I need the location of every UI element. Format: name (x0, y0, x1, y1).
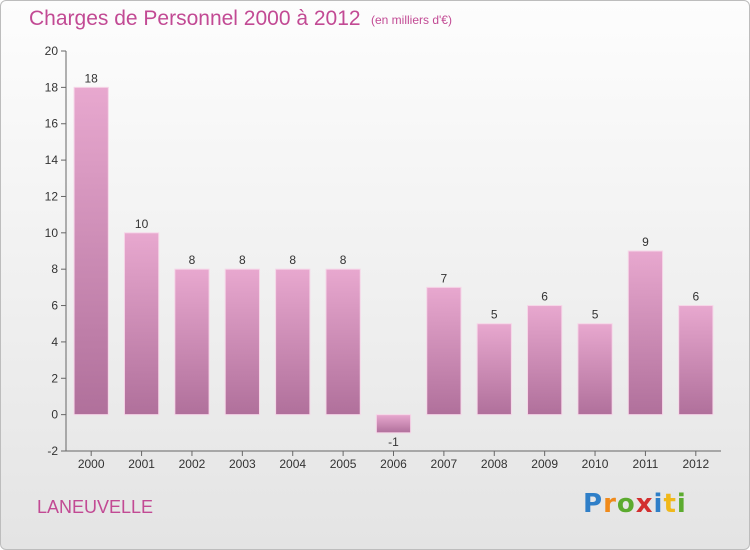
bar (224, 268, 260, 416)
y-tick-label: 2 (51, 371, 58, 385)
data-label: 8 (289, 253, 296, 267)
x-tick-label: 2009 (531, 457, 558, 471)
x-tick-label: 2002 (179, 457, 206, 471)
y-tick-label: -2 (47, 444, 58, 458)
chart-subtitle: (en milliers d'€) (371, 13, 452, 27)
x-tick-label: 2007 (431, 457, 458, 471)
data-label: 9 (642, 235, 649, 249)
logo-letter: i (676, 489, 687, 519)
x-tick-label: 2001 (128, 457, 155, 471)
x-tick-label: 2005 (330, 457, 357, 471)
bar (375, 414, 412, 434)
data-label: 8 (239, 253, 246, 267)
y-tick-label: 20 (45, 44, 59, 58)
data-label: 10 (135, 217, 149, 231)
y-tick-label: 14 (45, 153, 59, 167)
y-tick-label: 6 (51, 299, 58, 313)
data-label: 6 (692, 290, 699, 304)
logo-letter: o (616, 489, 636, 519)
logo-letter: P (583, 489, 604, 519)
x-tick-label: 2006 (380, 457, 407, 471)
bar (123, 232, 160, 416)
y-tick-label: 0 (51, 408, 58, 422)
data-label: 5 (592, 308, 599, 322)
logo-letter: t (663, 489, 677, 519)
x-tick-label: 2008 (481, 457, 508, 471)
bar (476, 323, 512, 416)
logo-letter: i (653, 489, 664, 519)
x-tick-label: 2011 (633, 457, 659, 471)
bar (577, 323, 613, 416)
bar (325, 268, 361, 416)
data-label: 18 (85, 71, 99, 85)
data-label: 6 (541, 290, 548, 304)
x-tick-label: 2004 (279, 457, 306, 471)
chart-title: Charges de Personnel 2000 à 2012 (29, 7, 361, 30)
logo-letter: x (635, 489, 654, 519)
bar (678, 305, 714, 416)
logo-letter: r (603, 489, 617, 519)
y-tick-label: 10 (45, 226, 59, 240)
commune-name: LANEUVELLE (37, 497, 154, 517)
bar (426, 286, 462, 416)
bar (527, 305, 563, 416)
y-tick-label: 4 (51, 335, 58, 349)
data-label: 8 (340, 253, 347, 267)
data-label: -1 (388, 435, 399, 449)
bar (73, 86, 109, 416)
x-tick-label: 2003 (229, 457, 256, 471)
y-tick-label: 8 (51, 262, 58, 276)
bar (627, 250, 664, 416)
data-label: 5 (491, 308, 498, 322)
proxiti-logo: Proxiti (583, 489, 687, 519)
bar (275, 268, 311, 416)
x-tick-label: 2010 (582, 457, 609, 471)
data-label: 8 (189, 253, 196, 267)
x-tick-label: 2000 (78, 457, 105, 471)
y-tick-label: 12 (45, 189, 59, 203)
data-label: 7 (441, 271, 448, 285)
y-tick-label: 18 (45, 80, 59, 94)
y-tick-label: 16 (45, 117, 59, 131)
x-tick-label: 2012 (682, 457, 709, 471)
bar (174, 268, 210, 416)
